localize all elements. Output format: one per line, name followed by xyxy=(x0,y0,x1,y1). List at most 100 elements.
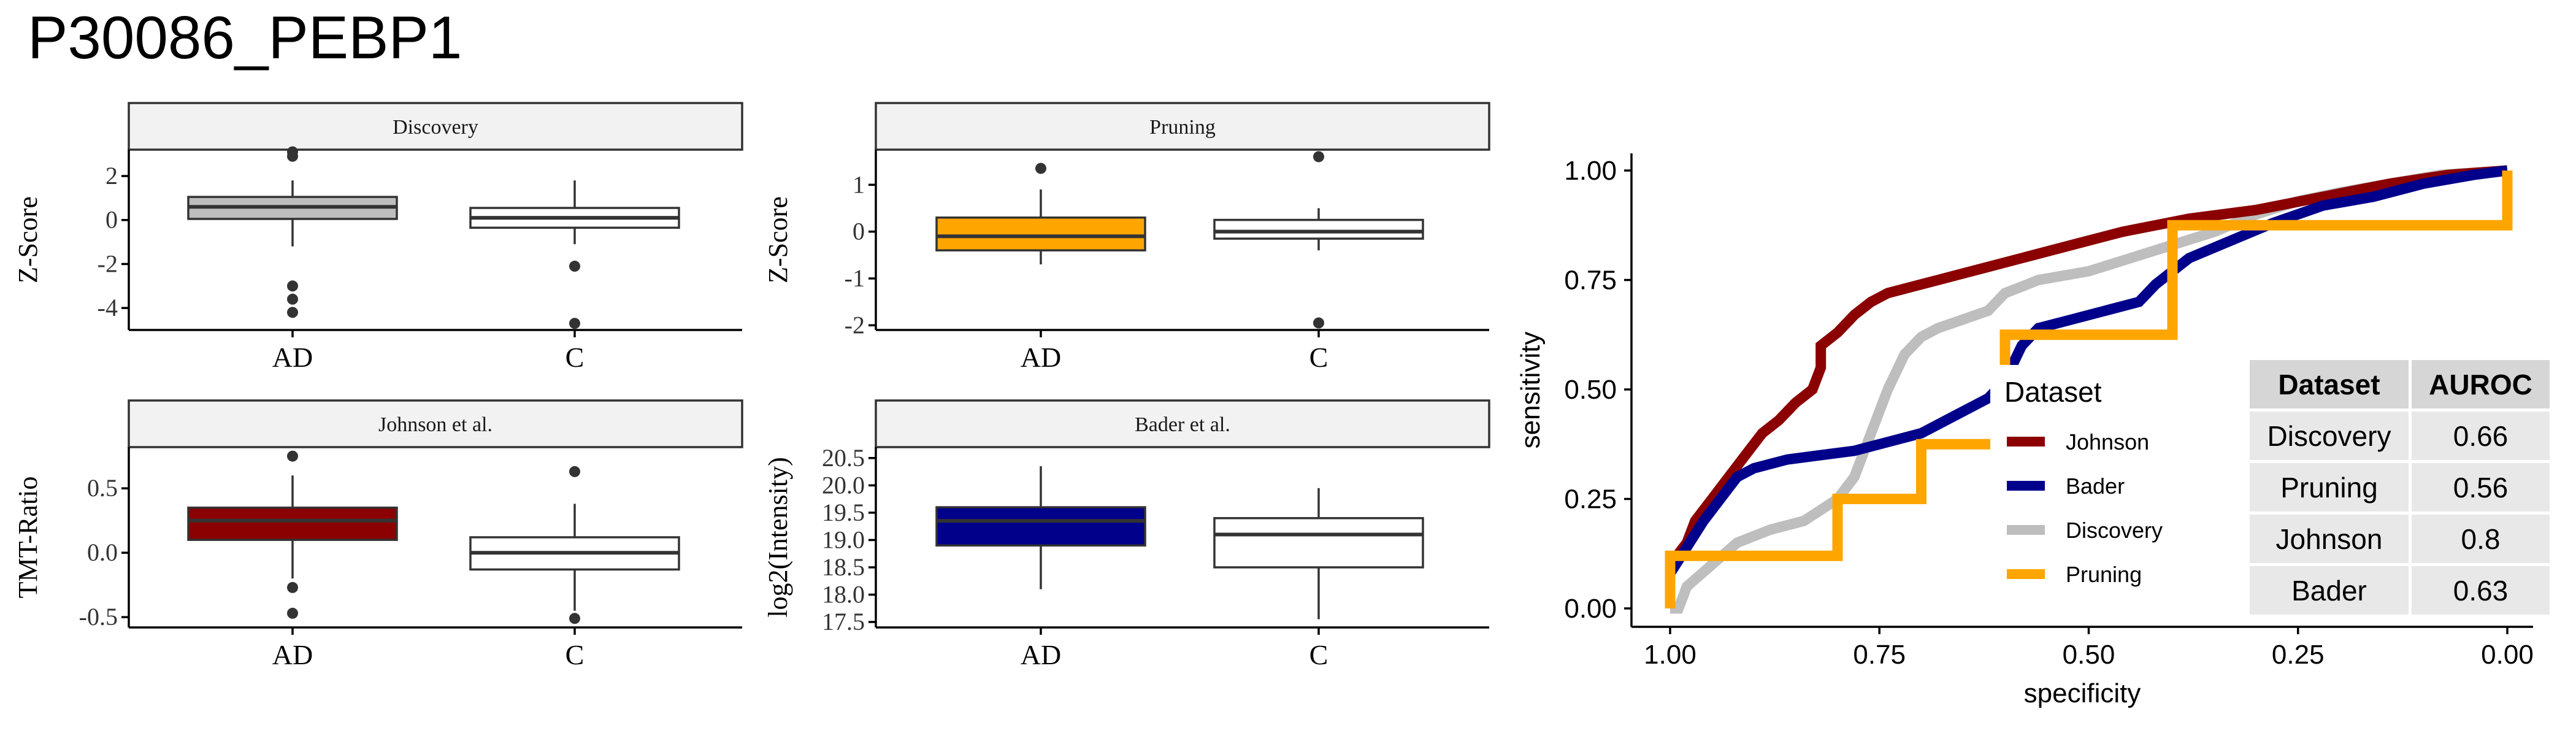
y-tick-label: 19.5 xyxy=(822,499,865,526)
roc-plot: 0.00 0.25 0.50 0.75 1.00 1.00 0.75 0.50 0.25 0.00… xyxy=(1516,153,2534,708)
table-cell-text: Discovery xyxy=(2267,420,2391,452)
y-tick-label: 0 xyxy=(105,206,118,234)
box-c: C xyxy=(469,466,680,670)
y-tick-label: 19.0 xyxy=(822,526,865,553)
y-tick-label: 18.5 xyxy=(822,553,865,581)
outlier-point xyxy=(1313,317,1324,329)
table-cell xyxy=(2250,463,2409,512)
outlier-point xyxy=(569,318,580,329)
y-tick-label: -1 xyxy=(845,264,865,292)
y-tick-label: 2 xyxy=(105,162,118,190)
outlier-point xyxy=(1035,163,1046,174)
table-cell xyxy=(2250,566,2409,615)
table-cell xyxy=(2412,566,2550,615)
outlier-point xyxy=(1313,151,1324,163)
box-c: C xyxy=(1213,488,1424,670)
box-panels: Discovery 2 0 -2 -4 Z-Score AD C Pruning 1 0 -1 -2 Z-… xyxy=(13,102,1490,670)
facet-discovery: Discovery 2 0 -2 -4 Z-Score AD C xyxy=(13,102,743,373)
y-tick-label: 17.5 xyxy=(822,608,865,635)
roc-x-tick-label: 0.75 xyxy=(1853,640,1906,670)
facet-strip-label: Johnson et al. xyxy=(378,413,493,436)
y-tick-label: 18.0 xyxy=(822,581,865,608)
roc-y-tick-label: 1.00 xyxy=(1564,156,1617,186)
box-ad: AD xyxy=(187,146,398,373)
table-cell xyxy=(2412,515,2550,563)
x-tick-label: AD xyxy=(272,342,313,373)
x-tick-label: AD xyxy=(272,639,313,670)
outlier-point xyxy=(569,261,580,272)
roc-y-tick-label: 0.00 xyxy=(1564,594,1617,624)
outlier-point xyxy=(287,307,298,318)
box-iqr xyxy=(1213,218,1424,240)
y-tick-label: -4 xyxy=(98,294,118,321)
table-cell-text: 0.63 xyxy=(2453,575,2509,607)
figure-title: P30086_PEBP1 xyxy=(28,4,462,71)
facet-bader-et-al-: Bader et al. 20.520.019.519.018.518.017.5… xyxy=(763,399,1490,670)
table-cell-text: Pruning xyxy=(2280,472,2378,504)
legend-label: Bader xyxy=(2066,473,2125,499)
outlier-point xyxy=(287,581,298,593)
facet-strip-label: Pruning xyxy=(1149,116,1216,139)
box-iqr xyxy=(935,216,1146,251)
table-cell xyxy=(2412,463,2550,512)
x-tick-label: AD xyxy=(1021,639,1061,670)
table-cell-text: 0.8 xyxy=(2461,523,2501,555)
y-axis-label: Z-Score xyxy=(13,196,43,283)
roc-y-tick-label: 0.75 xyxy=(1564,266,1617,296)
y-axis-label: log2(Intensity) xyxy=(763,457,793,618)
facet-johnson-et-al-: Johnson et al. 0.5 0.0 -0.5 TMT-Ratio AD C xyxy=(13,399,743,670)
table-cell xyxy=(2250,515,2409,563)
table-cell xyxy=(2250,412,2409,460)
facet-strip-label: Discovery xyxy=(393,116,478,139)
facet-strip xyxy=(875,102,1490,151)
box-ad: AD xyxy=(187,450,398,670)
box-ad: AD xyxy=(935,466,1146,670)
table-cell-text: 0.66 xyxy=(2453,420,2509,452)
outlier-point xyxy=(287,150,298,162)
box-c: C xyxy=(1213,151,1424,373)
legend-title: Dataset xyxy=(2004,376,2102,408)
box-iqr xyxy=(187,506,398,541)
roc-x-tick-label: 1.00 xyxy=(1644,640,1696,670)
box-ad: AD xyxy=(935,163,1146,373)
facet-strip xyxy=(128,399,743,448)
y-tick-label: 20.0 xyxy=(822,471,865,499)
x-tick-label: C xyxy=(565,342,585,373)
y-tick-label: 0.0 xyxy=(87,539,118,566)
auroc-table: Dataset AUROC Discovery 0.66 Pruning 0.56 John… xyxy=(2250,360,2550,615)
x-tick-label: C xyxy=(1309,342,1328,373)
table-cell-text: Johnson xyxy=(2276,523,2383,555)
y-axis-label: TMT-Ratio xyxy=(13,477,43,599)
roc-line-johnson xyxy=(1665,165,2508,608)
table-cell-text: Bader xyxy=(2291,575,2367,607)
roc-legend: Dataset Johnson Bader Discovery Pruning xyxy=(1990,365,2180,616)
y-tick-label: 1 xyxy=(853,171,865,198)
facet-strip xyxy=(128,102,743,151)
roc-y-tick-label: 0.50 xyxy=(1564,375,1617,405)
y-tick-label: 0 xyxy=(853,218,865,245)
roc-y-tick-label: 0.25 xyxy=(1564,485,1617,515)
x-tick-label: C xyxy=(1309,639,1328,670)
table-cell xyxy=(2412,412,2550,460)
outlier-point xyxy=(569,613,580,624)
y-tick-label: 0.5 xyxy=(87,474,118,502)
y-axis-label: Z-Score xyxy=(763,196,793,283)
outlier-point xyxy=(287,450,298,462)
roc-x-tick-label: 0.25 xyxy=(2272,640,2325,670)
legend-label: Pruning xyxy=(2066,562,2142,587)
box-iqr xyxy=(1213,517,1424,569)
outlier-point xyxy=(287,607,298,619)
roc-line-pruning xyxy=(1665,171,2513,608)
roc-x-axis-label: specificity xyxy=(2024,678,2141,708)
roc-x-tick-label: 0.50 xyxy=(2063,640,2115,670)
outlier-point xyxy=(287,293,298,305)
x-tick-label: C xyxy=(565,639,585,670)
table-header-cell xyxy=(2250,360,2409,408)
facet-strip-label: Bader et al. xyxy=(1135,413,1230,436)
legend-label: Discovery xyxy=(2066,518,2163,543)
table-header-text: AUROC xyxy=(2429,369,2532,401)
outlier-point xyxy=(287,280,298,292)
y-tick-label: -0.5 xyxy=(79,603,118,631)
roc-y-axis-label: sensitivity xyxy=(1516,332,1546,449)
